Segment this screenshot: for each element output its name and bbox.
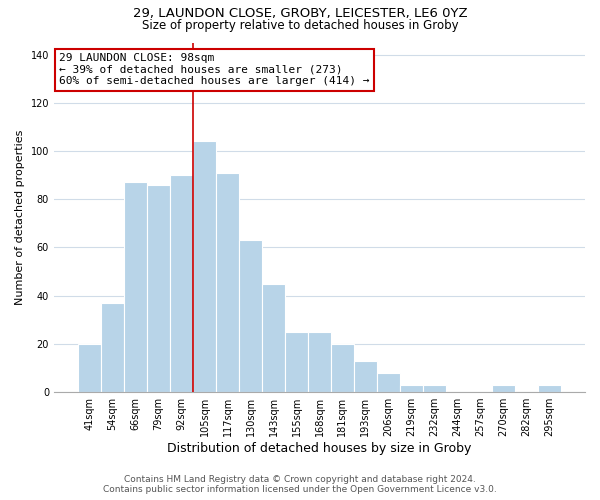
Bar xyxy=(331,344,354,392)
Bar xyxy=(239,240,262,392)
Bar xyxy=(216,172,239,392)
Bar xyxy=(308,332,331,392)
Bar xyxy=(147,184,170,392)
Bar xyxy=(492,385,515,392)
Bar xyxy=(193,142,216,392)
Bar xyxy=(101,303,124,392)
X-axis label: Distribution of detached houses by size in Groby: Distribution of detached houses by size … xyxy=(167,442,472,455)
Text: Contains HM Land Registry data © Crown copyright and database right 2024.
Contai: Contains HM Land Registry data © Crown c… xyxy=(103,474,497,494)
Bar xyxy=(377,373,400,392)
Bar xyxy=(423,385,446,392)
Text: 29, LAUNDON CLOSE, GROBY, LEICESTER, LE6 0YZ: 29, LAUNDON CLOSE, GROBY, LEICESTER, LE6… xyxy=(133,8,467,20)
Bar xyxy=(78,344,101,392)
Bar xyxy=(354,360,377,392)
Bar xyxy=(124,182,147,392)
Bar xyxy=(400,385,423,392)
Text: 29 LAUNDON CLOSE: 98sqm
← 39% of detached houses are smaller (273)
60% of semi-d: 29 LAUNDON CLOSE: 98sqm ← 39% of detache… xyxy=(59,53,370,86)
Text: Size of property relative to detached houses in Groby: Size of property relative to detached ho… xyxy=(142,19,458,32)
Bar xyxy=(262,284,285,392)
Bar xyxy=(170,175,193,392)
Bar xyxy=(285,332,308,392)
Bar xyxy=(538,385,561,392)
Y-axis label: Number of detached properties: Number of detached properties xyxy=(15,130,25,305)
